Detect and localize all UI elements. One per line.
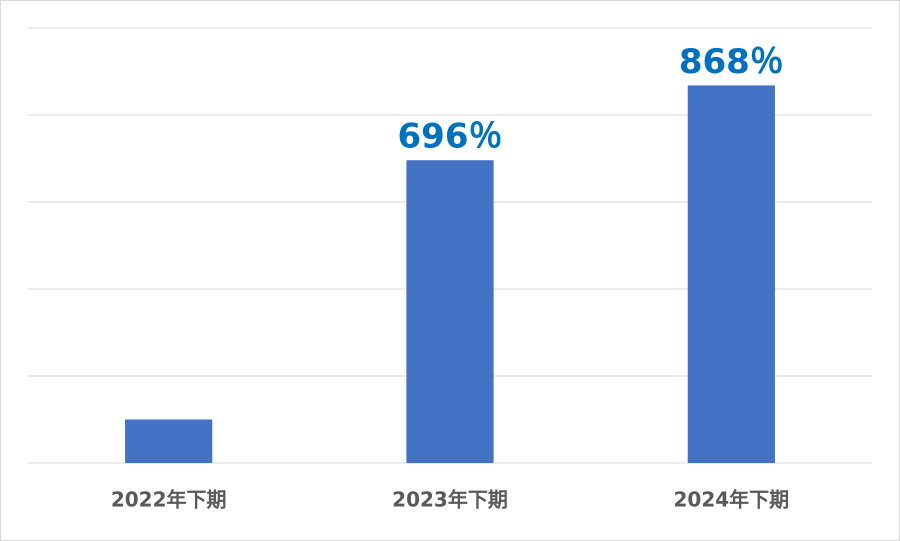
bar <box>687 85 775 464</box>
value-label: 696％ <box>398 117 503 157</box>
x-tick-label: 2024年下期 <box>673 488 789 512</box>
x-tick-label: 2023年下期 <box>392 488 508 512</box>
x-tick-label: 2022年下期 <box>111 488 227 512</box>
bar <box>406 160 494 464</box>
bar <box>125 419 213 463</box>
value-label: 868％ <box>679 42 784 82</box>
